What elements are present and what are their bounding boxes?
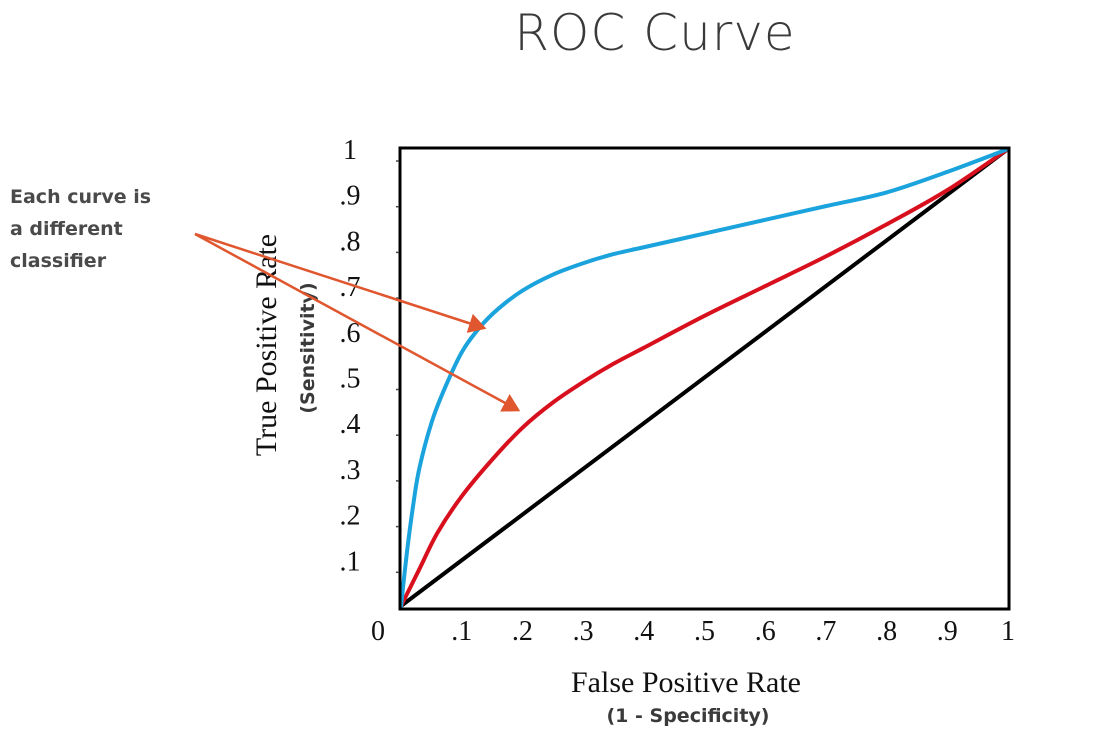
origin-label: 0 (371, 616, 385, 647)
y-tick-label: .1 (340, 546, 361, 577)
series-line-red (399, 147, 1010, 608)
y-axis-label: True Positive Rate (250, 234, 283, 456)
annotation-line: classifier (10, 250, 107, 272)
annotation-line: a different (10, 218, 123, 240)
annotation-line: Each curve is (10, 186, 152, 208)
x-tick-label: .1 (451, 616, 472, 647)
y-axis-sublabel: (Sensitivity) (297, 282, 319, 413)
y-tick-label: .9 (340, 181, 361, 212)
x-tick-label: .6 (755, 616, 776, 647)
x-tick-label: 1 (1001, 616, 1015, 647)
x-tick-label: .5 (694, 616, 715, 647)
x-tick-label: .8 (876, 616, 897, 647)
y-tick-label: .7 (340, 272, 361, 303)
x-tick-label: .7 (815, 616, 836, 647)
annotation-text: Each curve is a different classifier (10, 181, 210, 277)
annotation-arrow-red (194, 232, 521, 412)
y-tick-label: .6 (340, 318, 361, 349)
x-axis-label: False Positive Rate (571, 666, 801, 699)
y-tick-label: .8 (340, 226, 361, 257)
x-axis-sublabel: (1 - Specificity) (607, 705, 770, 727)
x-tick-label: .3 (573, 616, 594, 647)
plot-frame (398, 146, 1011, 611)
y-tick-label: .4 (340, 409, 361, 440)
y-tick-label: .3 (340, 455, 361, 486)
y-tick-label: 1 (343, 135, 357, 166)
x-tick-labels: .1 .2 .3 .4 .5 .6 .7 .8 .9 1 (451, 616, 1015, 647)
page-title: ROC Curve (514, 4, 796, 62)
y-tick-label: .5 (340, 364, 361, 395)
x-tick-label: .9 (937, 616, 958, 647)
annotation-arrow-blue (194, 232, 487, 333)
series-line-diagonal (399, 147, 1010, 608)
x-tick-label: .4 (633, 616, 654, 647)
y-tick-label: .2 (340, 501, 361, 532)
x-tick-label: .2 (512, 616, 533, 647)
y-tick-labels: .1 .2 .3 .4 .5 .6 .7 .8 .9 1 (340, 135, 361, 577)
series-line-blue (399, 147, 1010, 608)
series-group (399, 147, 1010, 608)
